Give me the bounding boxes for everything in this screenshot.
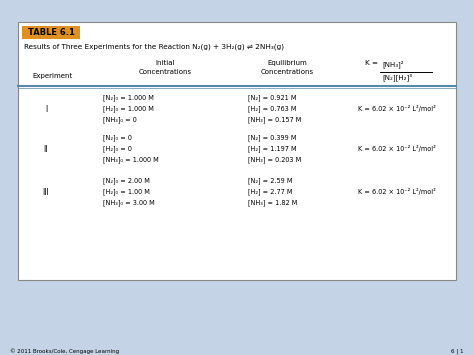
Text: [NH₃] = 0.203 M: [NH₃] = 0.203 M [248, 156, 301, 163]
Text: [N₂]₀ = 2.00 M: [N₂]₀ = 2.00 M [103, 177, 150, 184]
Text: [N₂] = 0.921 M: [N₂] = 0.921 M [248, 94, 297, 101]
FancyBboxPatch shape [22, 26, 80, 39]
Text: [NH₃] = 1.82 M: [NH₃] = 1.82 M [248, 199, 297, 206]
Text: K = 6.02 × 10⁻² L²/mol²: K = 6.02 × 10⁻² L²/mol² [358, 145, 436, 152]
FancyBboxPatch shape [18, 22, 456, 280]
Text: [H₂]₀ = 1.00 M: [H₂]₀ = 1.00 M [103, 188, 150, 195]
Text: K =: K = [365, 60, 378, 66]
Text: Experiment: Experiment [32, 73, 72, 79]
Text: [H₂]₀ = 1.000 M: [H₂]₀ = 1.000 M [103, 105, 154, 112]
Text: [NH₃] = 0.157 M: [NH₃] = 0.157 M [248, 116, 301, 123]
Text: [N₂]₀ = 0: [N₂]₀ = 0 [103, 134, 132, 141]
Text: Results of Three Experiments for the Reaction N₂(g) + 3H₂(g) ⇌ 2NH₃(g): Results of Three Experiments for the Rea… [24, 44, 284, 50]
Text: II: II [44, 145, 48, 154]
Text: [NH₃]²: [NH₃]² [382, 60, 404, 68]
Text: [NH₃]₀ = 1.000 M: [NH₃]₀ = 1.000 M [103, 156, 159, 163]
Text: [H₂]₀ = 0: [H₂]₀ = 0 [103, 145, 132, 152]
Text: [N₂] = 0.399 M: [N₂] = 0.399 M [248, 134, 297, 141]
Text: Concentrations: Concentrations [260, 69, 314, 75]
Text: III: III [43, 188, 49, 197]
Text: Concentrations: Concentrations [138, 69, 191, 75]
Text: [N₂]₀ = 1.000 M: [N₂]₀ = 1.000 M [103, 94, 154, 101]
Text: [H₂] = 1.197 M: [H₂] = 1.197 M [248, 145, 297, 152]
Text: Equilibrium: Equilibrium [267, 60, 307, 66]
Text: I: I [45, 105, 47, 114]
Text: 6 | 1: 6 | 1 [452, 348, 464, 354]
Text: [H₂] = 0.763 M: [H₂] = 0.763 M [248, 105, 297, 112]
Text: K = 6.02 × 10⁻² L²/mol²: K = 6.02 × 10⁻² L²/mol² [358, 188, 436, 195]
Text: © 2011 Brooks/Cole, Cengage Learning: © 2011 Brooks/Cole, Cengage Learning [10, 348, 119, 354]
Text: [N₂] = 2.59 M: [N₂] = 2.59 M [248, 177, 292, 184]
Text: K = 6.02 × 10⁻² L²/mol²: K = 6.02 × 10⁻² L²/mol² [358, 105, 436, 112]
Text: [N₂][H₂]³: [N₂][H₂]³ [382, 73, 412, 81]
Text: [NH₃]₀ = 0: [NH₃]₀ = 0 [103, 116, 137, 123]
Text: [NH₃]₀ = 3.00 M: [NH₃]₀ = 3.00 M [103, 199, 155, 206]
Text: [H₂] = 2.77 M: [H₂] = 2.77 M [248, 188, 292, 195]
Text: Initial: Initial [155, 60, 175, 66]
Text: TABLE 6.1: TABLE 6.1 [27, 28, 74, 37]
